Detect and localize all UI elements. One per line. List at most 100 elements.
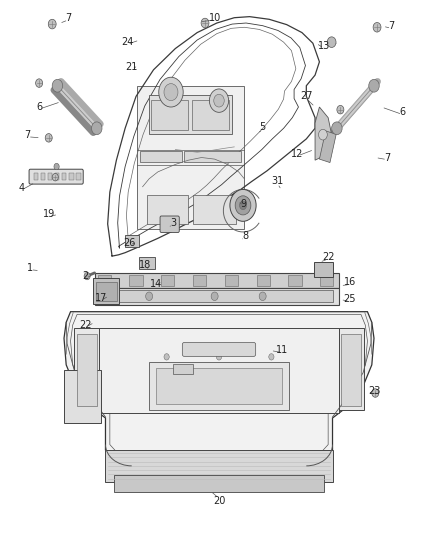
Text: 12: 12 bbox=[291, 149, 304, 159]
Text: 21: 21 bbox=[126, 62, 138, 72]
Circle shape bbox=[211, 292, 218, 301]
Text: 7: 7 bbox=[25, 130, 31, 140]
Circle shape bbox=[240, 201, 247, 209]
Text: 16: 16 bbox=[344, 278, 356, 287]
Bar bbox=[98, 275, 111, 286]
Circle shape bbox=[318, 130, 327, 140]
Bar bbox=[41, 173, 45, 180]
Circle shape bbox=[230, 189, 256, 221]
Bar bbox=[257, 275, 270, 286]
Bar bbox=[95, 273, 339, 288]
Bar bbox=[161, 275, 174, 286]
Circle shape bbox=[52, 173, 58, 181]
Bar bbox=[130, 275, 142, 286]
Text: 9: 9 bbox=[240, 199, 247, 209]
Text: 6: 6 bbox=[399, 107, 406, 117]
Bar bbox=[155, 368, 283, 403]
Text: 1: 1 bbox=[27, 263, 33, 272]
Bar bbox=[319, 131, 336, 163]
Circle shape bbox=[52, 79, 63, 92]
Bar bbox=[95, 288, 339, 305]
Bar bbox=[34, 173, 38, 180]
Circle shape bbox=[337, 106, 344, 114]
Bar bbox=[64, 370, 101, 423]
Bar bbox=[101, 290, 332, 302]
Text: 27: 27 bbox=[300, 91, 313, 101]
Circle shape bbox=[373, 22, 381, 32]
Text: 13: 13 bbox=[318, 41, 330, 51]
Bar bbox=[225, 275, 238, 286]
Text: 11: 11 bbox=[276, 345, 289, 356]
Bar bbox=[106, 450, 332, 482]
Text: 7: 7 bbox=[384, 152, 390, 163]
Text: 2: 2 bbox=[83, 271, 89, 281]
Bar bbox=[141, 151, 182, 163]
Circle shape bbox=[54, 164, 59, 169]
Circle shape bbox=[214, 94, 224, 107]
Circle shape bbox=[372, 389, 379, 397]
Bar bbox=[149, 362, 289, 410]
Text: 3: 3 bbox=[170, 218, 176, 228]
Bar bbox=[74, 328, 99, 410]
Circle shape bbox=[327, 37, 336, 47]
Bar bbox=[99, 328, 339, 413]
Bar bbox=[320, 275, 333, 286]
Bar bbox=[193, 275, 206, 286]
Text: 23: 23 bbox=[368, 386, 380, 397]
Bar bbox=[96, 282, 117, 301]
FancyBboxPatch shape bbox=[29, 169, 83, 184]
Bar bbox=[77, 334, 97, 406]
Bar bbox=[69, 173, 74, 180]
Circle shape bbox=[164, 354, 169, 360]
Text: 22: 22 bbox=[322, 252, 334, 262]
Bar bbox=[339, 328, 364, 410]
Text: 19: 19 bbox=[42, 209, 55, 220]
Text: 20: 20 bbox=[213, 496, 225, 506]
Polygon shape bbox=[315, 107, 332, 160]
Text: 7: 7 bbox=[65, 13, 71, 23]
Circle shape bbox=[35, 79, 42, 87]
Text: 31: 31 bbox=[272, 176, 284, 187]
Bar bbox=[184, 151, 241, 163]
Circle shape bbox=[164, 84, 178, 101]
Bar bbox=[48, 173, 53, 180]
Text: 10: 10 bbox=[208, 13, 221, 23]
Circle shape bbox=[369, 79, 379, 92]
Polygon shape bbox=[137, 86, 244, 229]
Text: 14: 14 bbox=[149, 279, 162, 288]
FancyBboxPatch shape bbox=[160, 216, 179, 232]
Text: 26: 26 bbox=[124, 238, 136, 247]
Bar bbox=[173, 364, 193, 374]
Circle shape bbox=[332, 122, 342, 135]
Text: 7: 7 bbox=[389, 21, 395, 31]
Text: 18: 18 bbox=[139, 261, 151, 270]
Text: 4: 4 bbox=[18, 183, 25, 193]
Bar bbox=[139, 257, 155, 269]
Text: 25: 25 bbox=[344, 294, 356, 304]
Bar bbox=[76, 173, 81, 180]
Text: 24: 24 bbox=[121, 37, 134, 47]
Circle shape bbox=[159, 77, 183, 107]
Bar bbox=[62, 173, 67, 180]
Bar bbox=[93, 278, 120, 304]
Bar bbox=[125, 235, 139, 247]
Bar bbox=[341, 334, 361, 406]
Bar bbox=[149, 95, 232, 134]
Text: 17: 17 bbox=[95, 293, 107, 303]
Bar bbox=[151, 100, 188, 131]
Circle shape bbox=[92, 122, 102, 135]
Text: 8: 8 bbox=[242, 231, 248, 241]
Text: 22: 22 bbox=[80, 320, 92, 330]
Circle shape bbox=[45, 134, 52, 142]
Circle shape bbox=[209, 89, 229, 112]
Circle shape bbox=[48, 19, 56, 29]
Circle shape bbox=[84, 272, 90, 280]
Circle shape bbox=[146, 292, 152, 301]
Bar bbox=[114, 475, 324, 492]
Polygon shape bbox=[64, 312, 374, 482]
Bar bbox=[193, 195, 237, 224]
Circle shape bbox=[216, 354, 222, 360]
Circle shape bbox=[201, 18, 209, 28]
Text: 5: 5 bbox=[260, 122, 266, 132]
FancyBboxPatch shape bbox=[182, 343, 256, 357]
